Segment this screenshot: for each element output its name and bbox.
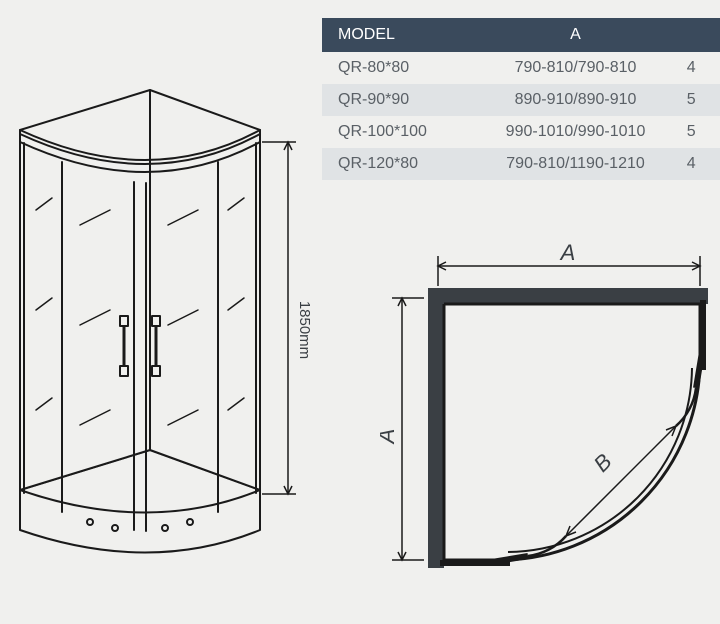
header-model: MODEL	[322, 18, 470, 52]
cell-c: 4	[681, 148, 720, 180]
cell-model: QR-90*90	[322, 84, 470, 116]
dim-a-top: A	[559, 240, 576, 265]
plan-drawing: A A	[380, 240, 720, 600]
table-row: QR-80*80 790-810/790-810 4	[322, 52, 720, 84]
header-c	[681, 18, 720, 52]
spec-table: MODEL A QR-80*80 790-810/790-810 4 QR-90…	[322, 18, 720, 180]
perspective-drawing: 1850mm	[0, 50, 320, 570]
dim-a-left: A	[380, 429, 399, 446]
table-row: QR-120*80 790-810/1190-1210 4	[322, 148, 720, 180]
cell-a: 890-910/890-910	[470, 84, 680, 116]
table-row: QR-90*90 890-910/890-910 5	[322, 84, 720, 116]
cell-model: QR-80*80	[322, 52, 470, 84]
cell-model: QR-100*100	[322, 116, 470, 148]
table-header-row: MODEL A	[322, 18, 720, 52]
cell-a: 790-810/1190-1210	[470, 148, 680, 180]
cell-model: QR-120*80	[322, 148, 470, 180]
cell-c: 4	[681, 52, 720, 84]
cell-c: 5	[681, 116, 720, 148]
height-label: 1850mm	[296, 301, 313, 359]
cell-c: 5	[681, 84, 720, 116]
cell-a: 790-810/790-810	[470, 52, 680, 84]
table-row: QR-100*100 990-1010/990-1010 5	[322, 116, 720, 148]
dim-b: B	[589, 449, 617, 477]
header-a: A	[470, 18, 680, 52]
cell-a: 990-1010/990-1010	[470, 116, 680, 148]
